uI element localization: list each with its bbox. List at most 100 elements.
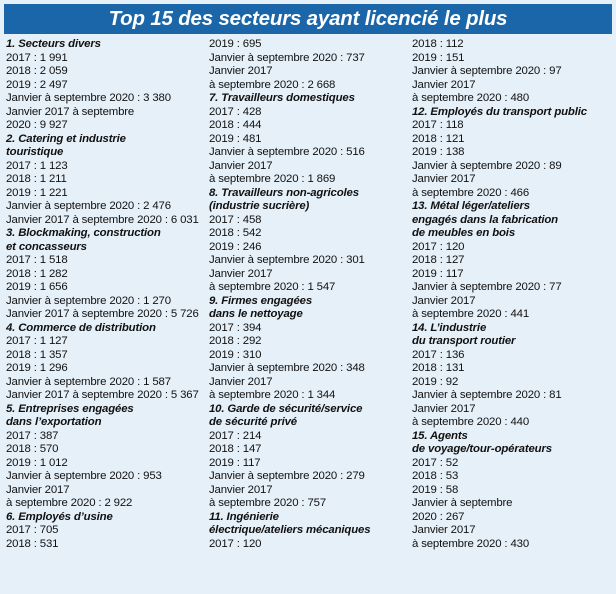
stat-line: Janvier à septembre 2020 : 77 [412,281,562,293]
sector-heading: 6. Employés d’usine [6,510,113,523]
stat-line: Janvier 2017 [412,78,476,91]
sector-heading: 15. Agents [412,429,468,442]
stat-line: à septembre 2020 : 2 922 [6,497,133,509]
sector-heading: 7. Travailleurs domestiques [209,92,355,104]
stat-line: Janvier à septembre 2020 : 348 [209,362,365,374]
stat-line: à septembre 2020 : 1 344 [209,389,336,401]
stat-line: Janvier 2017 [412,402,476,415]
stat-line: 2017 : 1 991 [6,51,68,64]
sector-heading: de sécurité privé [209,416,297,428]
sector-heading: 5. Entreprises engagées [6,402,134,415]
stat-line: à septembre 2020 : 1 547 [209,281,336,293]
stat-line: 2019 : 151 [412,51,465,64]
stat-line: 2019 : 117 [412,267,464,280]
column-2: 2019 : 695 Janvier à septembre 2020 : 737… [209,38,409,551]
stat-line: 2017 : 118 [412,119,464,131]
stat-line: Janvier à septembre 2020 : 3 380 [6,92,171,104]
sector-heading: 13. Métal léger/ateliers [412,200,530,212]
stat-line: à septembre 2020 : 466 [412,186,530,199]
stat-line: 2017 : 214 [209,429,262,442]
box-title: Top 15 des secteurs ayant licencié le pl… [4,4,612,34]
stat-line: Janvier à septembre 2020 : 81 [412,389,562,401]
stat-line: 2018 : 1 282 [6,267,68,280]
stat-line: 2019 : 2 497 [6,78,68,91]
sector-heading: de meubles en bois [412,227,516,239]
stat-line: 2018 : 53 [412,470,459,482]
stat-line: 2017 : 394 [209,321,262,334]
stat-line: Janvier à septembre 2020 : 953 [6,470,162,482]
stat-line: à septembre 2020 : 480 [412,92,530,104]
stat-line: 2019 : 1 296 [6,362,68,374]
stat-line: 2017 : 705 [6,524,59,536]
stat-line: 2018 : 542 [209,227,262,239]
stat-line: 2018 : 2 059 [6,65,68,77]
sector-heading: 1. Secteurs divers [6,38,101,50]
stat-line: 2019 : 481 [209,132,262,145]
stat-line: Janvier 2017 [209,267,273,280]
sector-heading: touristique [6,146,64,158]
stat-line: 2020 : 267 [412,510,465,523]
column-3: 2018 : 112 2019 : 151 Janvier à septembre … [412,38,612,551]
stat-line: 2017 : 52 [412,456,459,469]
stat-line: 2017 : 458 [209,213,262,226]
stat-line: 2017 : 1 127 [6,335,68,347]
sector-heading: (industrie sucrière) [209,200,310,212]
stat-line: Janvier à septembre 2020 : 89 [412,159,562,172]
stat-line: à septembre 2020 : 441 [412,308,530,320]
stat-line: 2019 : 1 012 [6,456,68,469]
sector-heading: dans le nettoyage [209,308,303,320]
sector-heading: de voyage/tour-opérateurs [412,443,552,455]
stat-line: 2019 : 92 [412,375,459,388]
stat-line: Janvier à septembre 2020 : 301 [209,254,365,266]
stat-line: Janvier 2017 [209,483,273,496]
stat-line: Janvier à septembre [412,497,513,509]
stat-line: Janvier 2017 [209,159,273,172]
stat-line: 2017 : 1 123 [6,159,68,172]
sector-heading: dans l’exportation [6,416,102,428]
stat-line: Janvier 2017 [209,65,273,77]
stat-line: à septembre 2020 : 430 [412,537,530,550]
stat-line: 2018 : 531 [6,537,59,550]
stat-line: 2018 : 1 357 [6,348,68,361]
stat-line: 2019 : 695 [209,38,262,50]
sector-heading: 12. Employés du transport public [412,105,587,118]
stat-line: Janvier 2017 [6,483,70,496]
sector-heading: 9. Firmes engagées [209,294,313,307]
stat-line: Janvier à septembre 2020 : 279 [209,470,365,482]
stat-line: Janvier 2017 [412,294,476,307]
stat-line: 2018 : 1 211 [6,173,67,185]
stat-line: Janvier 2017 [209,375,273,388]
sector-heading: 10. Garde de sécurité/service [209,402,363,415]
stat-line: 2017 : 120 [209,537,262,550]
stat-line: Janvier 2017 à septembre 2020 : 6 031 [6,213,199,226]
stat-line: Janvier à septembre 2020 : 2 476 [6,200,171,212]
stat-line: 2019 : 138 [412,146,465,158]
stat-line: 2018 : 570 [6,443,59,455]
stat-line: 2018 : 147 [209,443,262,455]
stat-line: Janvier à septembre 2020 : 97 [412,65,562,77]
stat-line: à septembre 2020 : 757 [209,497,327,509]
stat-line: 2019 : 246 [209,240,262,253]
sector-heading: 2. Catering et industrie [6,132,126,145]
stat-line: 2017 : 387 [6,429,59,442]
sector-heading: 4. Commerce de distribution [6,321,156,334]
sector-heading: 11. Ingénierie [209,510,279,523]
stat-line: 2018 : 121 [412,132,465,145]
stat-line: Janvier 2017 à septembre 2020 : 5 726 [6,308,199,320]
stat-line: 2019 : 58 [412,483,459,496]
stat-line: 2018 : 127 [412,254,465,266]
stat-line: Janvier 2017 [412,173,476,185]
stat-line: 2017 : 120 [412,240,465,253]
sector-heading: 8. Travailleurs non-agricoles [209,186,359,199]
stat-line: Janvier à septembre 2020 : 516 [209,146,365,158]
stat-line: Janvier 2017 à septembre [6,105,135,118]
stat-line: 2018 : 131 [412,362,465,374]
stat-line: Janvier à septembre 2020 : 1 587 [6,375,171,388]
stat-line: 2019 : 117 [209,456,261,469]
stat-line: Janvier à septembre 2020 : 1 270 [6,294,171,307]
sector-heading: 3. Blockmaking, construction [6,227,161,239]
sector-heading: 14. L’industrie [412,321,487,334]
stat-line: 2018 : 444 [209,119,262,131]
stat-line: Janvier 2017 [412,524,476,536]
